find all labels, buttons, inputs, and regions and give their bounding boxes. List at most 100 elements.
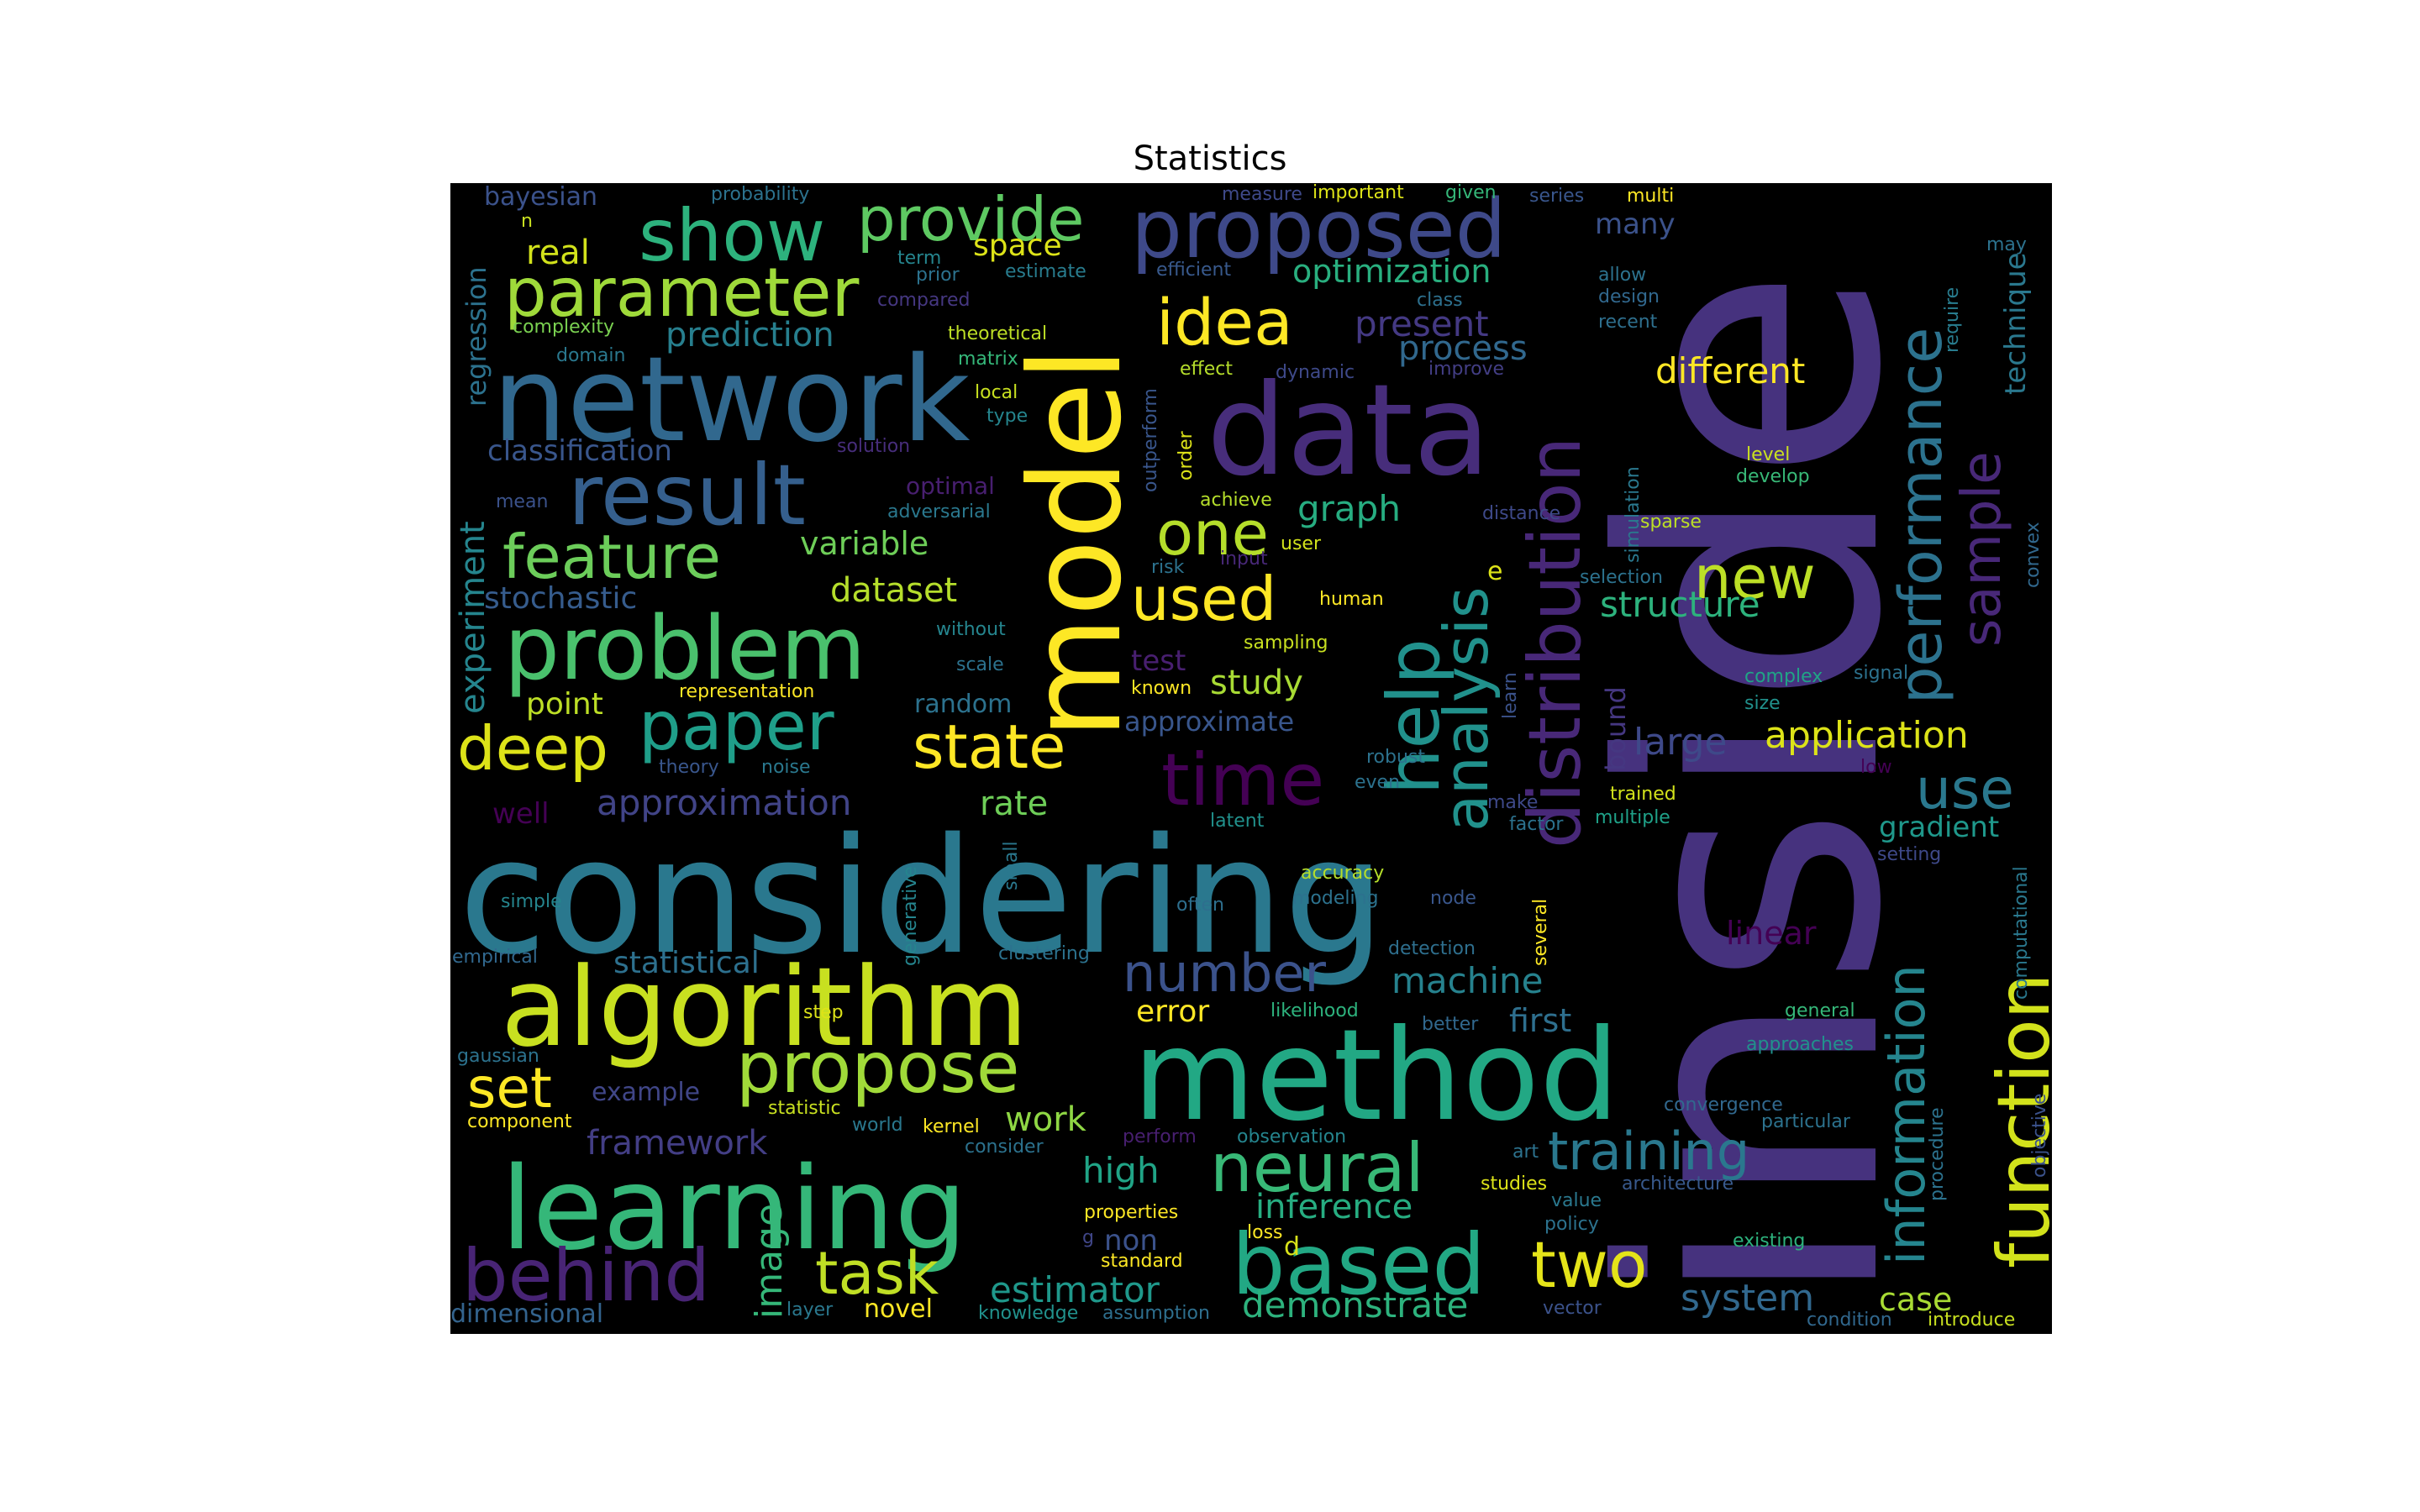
word-important: important bbox=[1313, 182, 1404, 203]
word-estimator: estimator bbox=[990, 1269, 1160, 1310]
word-risk: risk bbox=[1151, 557, 1185, 578]
word-may: may bbox=[1986, 234, 2027, 255]
word-generative: generative bbox=[900, 866, 921, 966]
word-detection: detection bbox=[1388, 938, 1476, 959]
word-based: based bbox=[1232, 1215, 1486, 1314]
word-behind: behind bbox=[462, 1234, 710, 1318]
word-assumption: assumption bbox=[1102, 1303, 1210, 1324]
word-representation: representation bbox=[679, 681, 814, 702]
word-improve: improve bbox=[1428, 359, 1504, 380]
word-knowledge: knowledge bbox=[978, 1303, 1078, 1324]
word-efficient: efficient bbox=[1156, 260, 1231, 281]
word-approximate: approximate bbox=[1124, 706, 1294, 738]
word-show: show bbox=[639, 194, 825, 278]
word-measure: measure bbox=[1222, 184, 1302, 205]
word-n: n bbox=[521, 211, 533, 232]
word-work: work bbox=[1005, 1100, 1087, 1139]
word-vector: vector bbox=[1543, 1298, 1602, 1319]
word-high: high bbox=[1082, 1150, 1160, 1191]
word-allow: allow bbox=[1598, 265, 1646, 286]
word-application: application bbox=[1765, 714, 1969, 757]
word-size: size bbox=[1744, 693, 1781, 714]
word-given: given bbox=[1445, 182, 1497, 203]
word-simulation: simulation bbox=[1623, 466, 1644, 563]
word-effect: effect bbox=[1180, 359, 1233, 380]
word-gaussian: gaussian bbox=[457, 1046, 539, 1067]
word-problem: problem bbox=[504, 597, 865, 700]
word-user: user bbox=[1281, 533, 1322, 554]
word-procedure: procedure bbox=[1927, 1107, 1948, 1201]
word-computational: computational bbox=[2011, 866, 2032, 1000]
word-image: image bbox=[748, 1204, 791, 1319]
word-general: general bbox=[1785, 1000, 1855, 1021]
word-used: used bbox=[1131, 564, 1276, 634]
word-often: often bbox=[1176, 895, 1224, 916]
word-study: study bbox=[1210, 664, 1303, 702]
word-simple: simple bbox=[501, 891, 562, 912]
word-error: error bbox=[1136, 995, 1209, 1029]
word-optimal: optimal bbox=[906, 472, 995, 500]
wordcloud-background bbox=[450, 183, 2052, 1334]
word-outperform: outperform bbox=[1140, 388, 1161, 492]
word-stochastic: stochastic bbox=[484, 581, 637, 616]
word-develop: develop bbox=[1736, 466, 1810, 487]
word-result: result bbox=[568, 446, 806, 544]
word-level: level bbox=[1746, 444, 1790, 465]
word-type: type bbox=[986, 406, 1028, 427]
word-factor: factor bbox=[1509, 814, 1564, 835]
word-dimensional: dimensional bbox=[450, 1299, 603, 1329]
word-accuracy: accuracy bbox=[1301, 863, 1384, 884]
word-well: well bbox=[492, 797, 550, 831]
word-clustering: clustering bbox=[998, 943, 1090, 964]
word-dynamic: dynamic bbox=[1276, 362, 1355, 383]
word-gradient: gradient bbox=[1879, 811, 1999, 844]
word-architecture: architecture bbox=[1622, 1173, 1733, 1194]
word-technique: technique bbox=[1999, 252, 2033, 395]
word-make: make bbox=[1487, 792, 1538, 813]
word-e: e bbox=[1487, 557, 1502, 586]
word-solution: solution bbox=[837, 436, 910, 457]
word-example: example bbox=[592, 1078, 700, 1107]
word-structure: structure bbox=[1600, 584, 1760, 625]
word-adversarial: adversarial bbox=[887, 501, 991, 522]
word-method: method bbox=[1133, 1003, 1619, 1149]
word-inside: inside bbox=[1549, 266, 1960, 1310]
word-dataset: dataset bbox=[830, 571, 957, 610]
word-empirical: empirical bbox=[452, 947, 538, 968]
word-network: network bbox=[492, 332, 971, 469]
word-one: one bbox=[1156, 498, 1269, 569]
word-model: model bbox=[1003, 347, 1150, 739]
word-local: local bbox=[975, 382, 1018, 403]
word-input: input bbox=[1220, 549, 1268, 570]
word-convergence: convergence bbox=[1664, 1095, 1783, 1116]
word-statistical: statistical bbox=[613, 946, 760, 980]
word-selection: selection bbox=[1580, 567, 1663, 588]
word-distribution: distribution bbox=[1513, 437, 1597, 848]
word-performance: performance bbox=[1886, 328, 1955, 704]
chart-title: Statistics bbox=[1133, 139, 1287, 178]
word-approaches: approaches bbox=[1746, 1034, 1854, 1055]
word-existing: existing bbox=[1733, 1231, 1805, 1252]
word-learn: learn bbox=[1500, 672, 1521, 719]
word-provide: provide bbox=[857, 184, 1084, 255]
word-process: process bbox=[1398, 329, 1528, 368]
word-achieve: achieve bbox=[1200, 490, 1272, 511]
word-data: data bbox=[1207, 358, 1491, 504]
word-known: known bbox=[1131, 678, 1192, 699]
word-point: point bbox=[526, 687, 603, 722]
word-experiment: experiment bbox=[454, 521, 492, 714]
word-step: step bbox=[803, 1002, 844, 1023]
word-different: different bbox=[1655, 350, 1805, 391]
word-space: space bbox=[973, 228, 1062, 263]
word-theoretical: theoretical bbox=[948, 323, 1047, 344]
word-state: state bbox=[913, 711, 1065, 782]
word-present: present bbox=[1355, 303, 1489, 344]
word-inference: inference bbox=[1255, 1188, 1413, 1226]
word-standard: standard bbox=[1101, 1251, 1183, 1272]
word-algorithm: algorithm bbox=[501, 943, 1028, 1071]
word-perform: perform bbox=[1123, 1126, 1197, 1147]
word-noise: noise bbox=[761, 757, 811, 778]
